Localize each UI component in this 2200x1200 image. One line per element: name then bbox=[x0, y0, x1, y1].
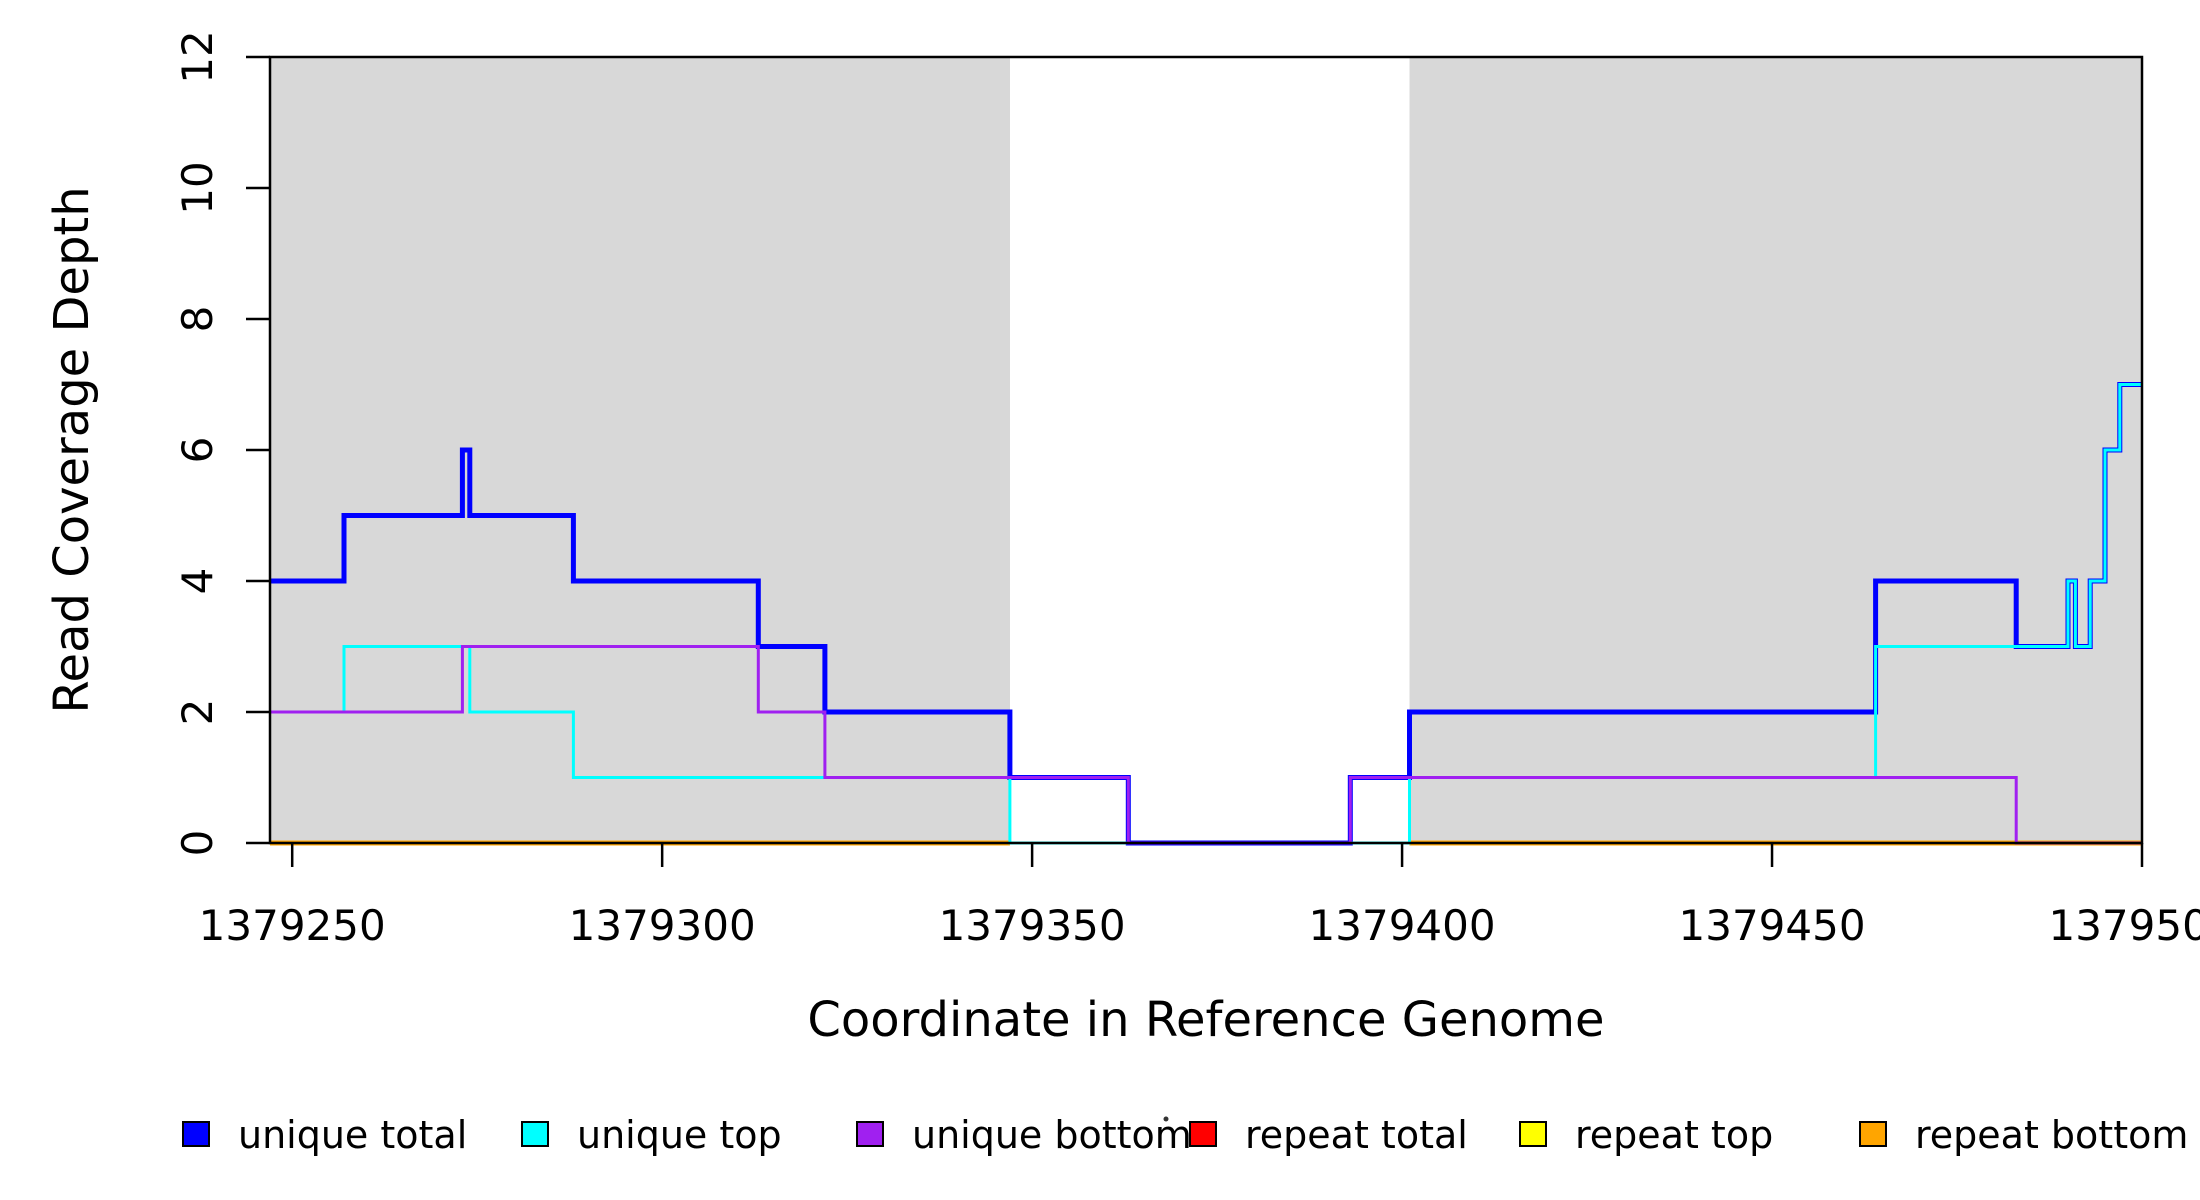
x-tick-label: 1379350 bbox=[939, 901, 1126, 950]
x-tick-label: 1379450 bbox=[1679, 901, 1866, 950]
x-tick-label: 1379300 bbox=[569, 901, 756, 950]
legend-label-unique-total: unique total bbox=[238, 1113, 467, 1157]
legend-swatch-repeat-total bbox=[1189, 1121, 1217, 1147]
legend-swatch-unique-bottom bbox=[856, 1121, 884, 1147]
y-tick-label: 6 bbox=[173, 437, 222, 464]
y-axis-title: Read Coverage Depth bbox=[44, 186, 100, 713]
legend: unique total unique top unique bottom repea… bbox=[182, 1113, 2188, 1157]
x-axis-title: Coordinate in Reference Genome bbox=[807, 992, 1604, 1048]
legend-label-repeat-top: repeat top bbox=[1575, 1113, 1773, 1157]
legend-swatch-repeat-top bbox=[1519, 1121, 1547, 1147]
legend-swatch-repeat-bottom bbox=[1859, 1121, 1887, 1147]
stray-mark bbox=[1163, 1116, 1169, 1122]
legend-swatch-unique-top bbox=[521, 1121, 549, 1147]
y-tick-label: 12 bbox=[173, 30, 222, 83]
y-tick-label: 10 bbox=[173, 161, 222, 214]
x-axis: 1379250 1379300 1379350 1379400 1379450 13795… bbox=[199, 843, 2200, 950]
y-tick-label: 0 bbox=[173, 830, 222, 857]
x-tick-label: 1379250 bbox=[199, 901, 386, 950]
x-tick-label: 1379400 bbox=[1309, 901, 1496, 950]
series-unique-bottom-line bbox=[270, 645, 2142, 845]
legend-swatch-unique-total bbox=[182, 1121, 210, 1147]
repeat-region-1 bbox=[270, 57, 1010, 843]
y-tick-label: 2 bbox=[173, 699, 222, 726]
repeat-region-2 bbox=[1409, 57, 2142, 843]
series-unique-top-line bbox=[270, 383, 2142, 845]
shaded-regions bbox=[270, 57, 2142, 843]
y-axis: 0 2 4 6 8 10 12 bbox=[173, 30, 270, 856]
legend-label-repeat-bottom: repeat bottom bbox=[1915, 1113, 2188, 1157]
legend-label-repeat-total: repeat total bbox=[1245, 1113, 1468, 1157]
y-tick-label: 4 bbox=[173, 568, 222, 595]
legend-label-unique-bottom: unique bottom bbox=[912, 1113, 1192, 1157]
y-tick-label: 8 bbox=[173, 306, 222, 333]
legend-label-unique-top: unique top bbox=[577, 1113, 782, 1157]
